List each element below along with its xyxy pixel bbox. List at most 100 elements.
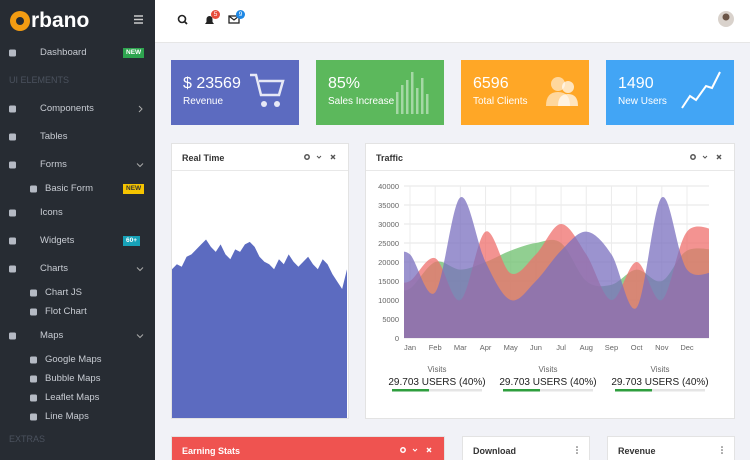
stat-value: 1490 xyxy=(618,75,654,92)
menu-icon xyxy=(9,332,16,340)
panel-title: Revenue xyxy=(618,446,656,456)
stat-value: 29.703 USERS (40%) xyxy=(611,377,708,388)
stat-value: 29.703 USERS (40%) xyxy=(388,377,485,388)
progress-bar xyxy=(615,389,652,392)
menu-item[interactable]: Charts xyxy=(40,263,68,274)
x-tick-label: Jan xyxy=(404,343,416,352)
menu-icon xyxy=(30,375,37,383)
chevron xyxy=(138,105,143,113)
y-tick-label: 10000 xyxy=(378,296,399,305)
menu-icon xyxy=(9,237,16,245)
close-icon xyxy=(716,154,722,160)
menu-dots xyxy=(721,452,723,454)
x-tick-label: Aug xyxy=(580,343,593,352)
panel-divider xyxy=(172,170,348,171)
section-label: UI ELEMENTS xyxy=(9,75,70,85)
stat-caption: Visits xyxy=(651,365,670,374)
panel-divider xyxy=(366,170,734,171)
y-tick-label: 20000 xyxy=(378,258,399,267)
submenu-item[interactable]: Chart JS xyxy=(45,287,82,298)
top-bar xyxy=(155,0,750,43)
menu-icon xyxy=(30,356,37,364)
stat-value: 85% xyxy=(328,75,361,92)
menu-icon xyxy=(9,133,16,141)
submenu-item[interactable]: Google Maps xyxy=(45,354,102,365)
badge: NEW xyxy=(123,184,145,194)
menu-icon xyxy=(30,413,37,421)
menu-icon xyxy=(9,161,16,169)
panel-title: Download xyxy=(473,446,516,456)
menu-icon xyxy=(30,185,37,193)
menu-item[interactable]: Widgets xyxy=(40,235,75,246)
close-icon xyxy=(426,447,432,453)
revenue-panel: Revenue xyxy=(607,436,735,460)
y-tick-label: 40000 xyxy=(378,182,399,191)
progress-bar xyxy=(392,389,429,392)
progress-track xyxy=(392,389,482,392)
submenu-item[interactable]: Line Maps xyxy=(45,411,89,422)
stat-card: 1490 New Users xyxy=(606,60,734,125)
stat-caption: Visits xyxy=(539,365,558,374)
menu-icon xyxy=(9,209,16,217)
menu-icon xyxy=(9,105,16,113)
submenu-item[interactable]: Flot Chart xyxy=(45,306,87,317)
x-tick-label: Jun xyxy=(530,343,542,352)
message-badge: 9 xyxy=(236,10,245,19)
x-tick-label: Mar xyxy=(454,343,467,352)
y-tick-label: 35000 xyxy=(378,201,399,210)
collapse-icon xyxy=(316,155,322,159)
submenu-item[interactable]: Leaflet Maps xyxy=(45,392,100,403)
menu-item[interactable]: Dashboard xyxy=(40,47,87,58)
settings-icon xyxy=(690,154,696,160)
stat-value: $ 23569 xyxy=(183,75,241,92)
traffic-area xyxy=(404,197,709,338)
logo-hole xyxy=(16,17,24,25)
submenu-item[interactable]: Bubble Maps xyxy=(45,373,101,384)
submenu-item[interactable]: Basic Form xyxy=(45,183,94,194)
badge: NEW xyxy=(123,48,145,58)
badge: 60+ xyxy=(123,236,141,246)
menu-dots xyxy=(721,446,723,448)
menu-toggle[interactable] xyxy=(134,15,143,24)
stat-value: 6596 xyxy=(473,75,509,92)
chevron xyxy=(136,334,144,339)
stat-card: 85% Sales Increase xyxy=(316,60,444,125)
menu-item[interactable]: Tables xyxy=(40,131,68,142)
logo-text: rbano xyxy=(31,9,90,32)
menu-item[interactable]: Icons xyxy=(40,207,63,218)
realtime-area xyxy=(172,239,347,418)
y-tick-label: 30000 xyxy=(378,220,399,229)
chevron xyxy=(136,267,144,272)
progress-track xyxy=(503,389,593,392)
menu-dots xyxy=(576,446,578,448)
menu-item[interactable]: Forms xyxy=(40,159,67,170)
earning-panel: Earning Stats xyxy=(171,436,445,460)
section-label: EXTRAS xyxy=(9,434,46,444)
y-tick-label: 0 xyxy=(395,334,399,343)
menu-item[interactable]: Maps xyxy=(40,330,64,341)
panel-title: Real Time xyxy=(182,153,225,163)
menu-icon xyxy=(9,265,16,273)
progress-track xyxy=(615,389,705,392)
close-icon xyxy=(330,154,336,160)
x-tick-label: Nov xyxy=(655,343,669,352)
menu-dots xyxy=(576,449,578,451)
x-tick-label: Oct xyxy=(631,343,644,352)
menu-icon xyxy=(30,394,37,402)
menu-icon xyxy=(30,308,37,316)
chevron xyxy=(136,163,144,168)
menu-item[interactable]: Components xyxy=(40,103,94,114)
stat-value: 29.703 USERS (40%) xyxy=(499,377,596,388)
x-tick-label: Dec xyxy=(680,343,694,352)
stat-label: New Users xyxy=(618,96,667,107)
stat-caption: Visits xyxy=(428,365,447,374)
x-tick-label: Feb xyxy=(429,343,442,352)
stat-label: Total Clients xyxy=(473,96,528,107)
settings-icon xyxy=(304,154,310,160)
search-icon[interactable] xyxy=(177,14,188,25)
settings-icon xyxy=(400,447,406,453)
notification-badge: 5 xyxy=(211,10,220,19)
menu-dots xyxy=(721,449,723,451)
